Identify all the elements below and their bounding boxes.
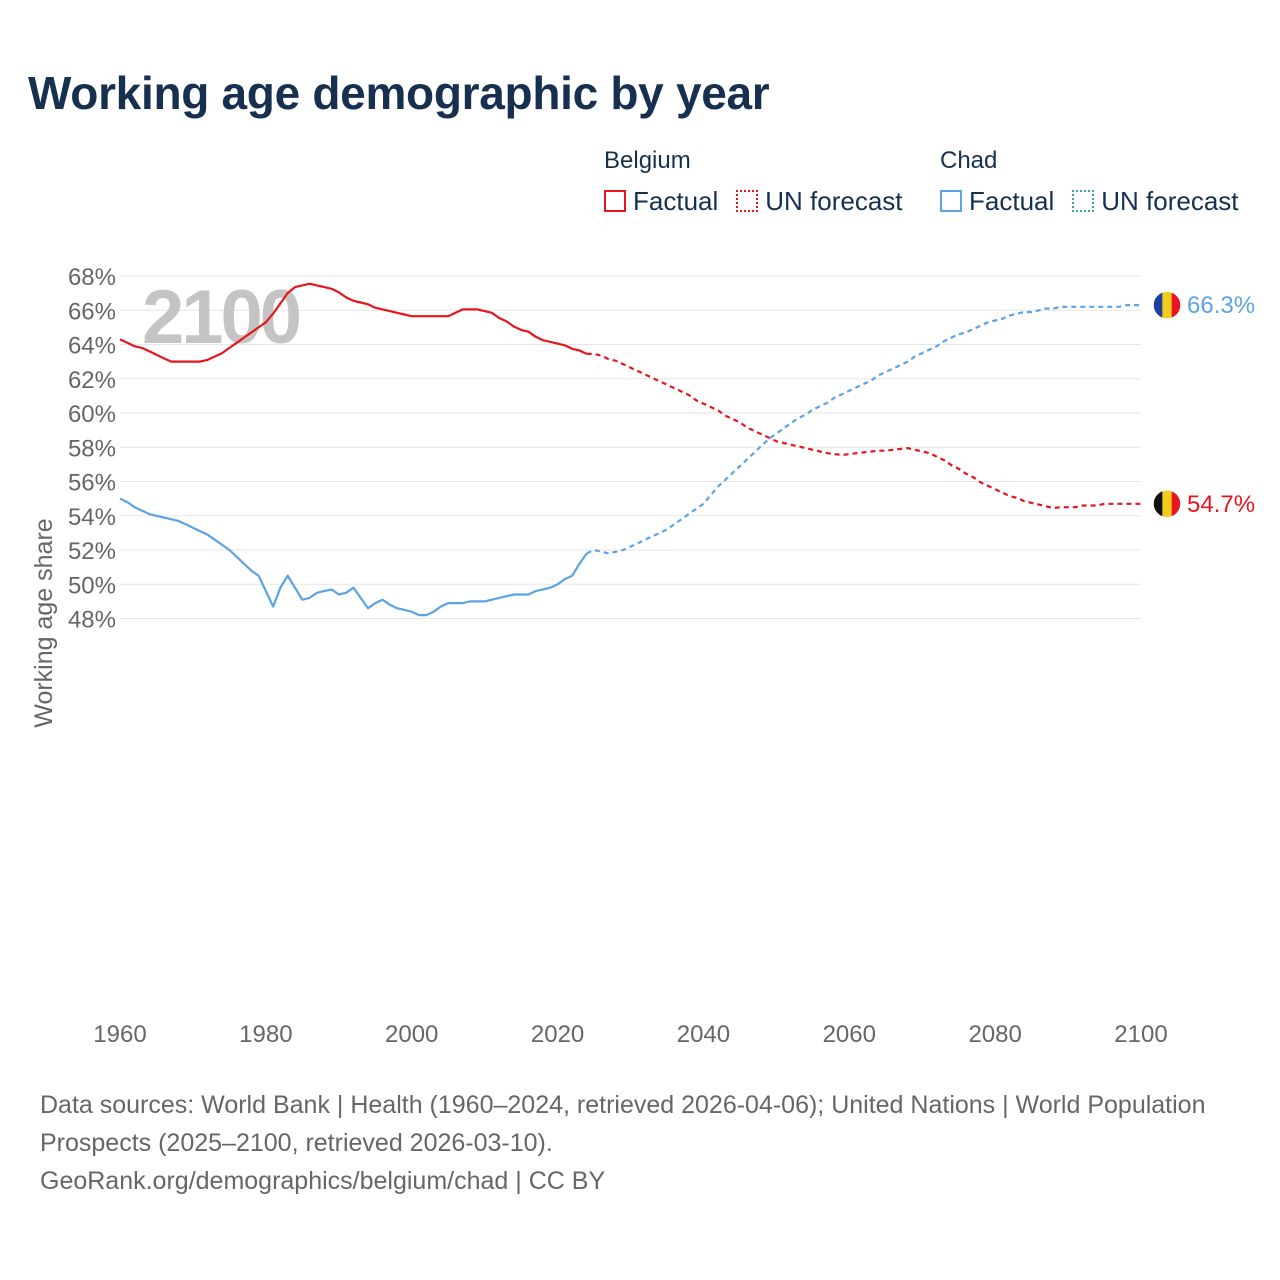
x-tick-label: 1980 [239, 1021, 292, 1048]
end-markers: 54.7% 66.3% [1152, 290, 1255, 519]
y-axis-ticks: 48% 50% 52% 54% 56% 58% 60% 62% 64% 66% 68% [68, 264, 116, 634]
y-tick-label: 48% [68, 607, 116, 634]
y-tick-label: 66% [68, 298, 116, 325]
legend-swatch-solid [604, 190, 626, 212]
y-axis-label: Working age share [30, 518, 58, 727]
legend-item-chad-factual[interactable]: Factual [940, 186, 1054, 216]
legend-item-belgium-forecast[interactable]: UN forecast [736, 186, 903, 216]
chart-title: Working age demographic by year [28, 67, 770, 119]
legend-group-chad: Chad Factual UN forecast [940, 146, 1239, 216]
belgium-forecast-line [586, 352, 1141, 510]
y-tick-label: 60% [68, 401, 116, 428]
x-tick-label: 2020 [531, 1021, 584, 1048]
y-tick-label: 64% [68, 333, 116, 360]
legend-label: Factual [633, 186, 719, 216]
belgium-end-label: 54.7% [1187, 491, 1255, 518]
belgium-flag-icon [1153, 489, 1181, 518]
y-tick-label: 52% [68, 538, 116, 565]
chad-flag-ring [1152, 290, 1182, 320]
legend-swatch-dotted [1072, 190, 1095, 212]
x-tick-label: 2100 [1114, 1021, 1167, 1048]
chad-flag-icon [1153, 291, 1181, 320]
year-watermark: 2100 [142, 275, 300, 360]
legend-swatch-dotted [736, 190, 759, 212]
y-tick-label: 68% [68, 264, 116, 291]
line-chart: 48%50%52%54%56%58%60%62%64%66%68% 1960 19… [30, 264, 1255, 1048]
legend-swatch-solid [940, 190, 962, 212]
chad-forecast-line [586, 304, 1141, 555]
gridlines [120, 275, 1141, 619]
y-tick-label: 62% [68, 367, 116, 394]
x-axis-ticks: 1960 1980 2000 2020 2040 2060 2080 2100 [93, 1021, 1167, 1048]
legend-group-belgium: Belgium Factual UN forecast [604, 146, 903, 216]
y-tick-label: 50% [68, 572, 116, 599]
x-tick-label: 2080 [968, 1021, 1021, 1048]
legend-item-chad-forecast[interactable]: UN forecast [1072, 186, 1239, 216]
x-tick-label: 2060 [823, 1021, 876, 1048]
x-tick-label: 1960 [93, 1021, 146, 1048]
legend-item-belgium-factual[interactable]: Factual [604, 186, 718, 216]
legend-group-title: Chad [940, 147, 998, 174]
belgium-flag-ring [1152, 489, 1182, 519]
legend-label: UN forecast [1101, 186, 1239, 216]
belgium-factual-line [119, 282, 588, 363]
legend-label: UN forecast [765, 186, 903, 216]
y-tick-label: 54% [68, 504, 116, 531]
chad-factual-line [119, 497, 588, 617]
data-sources: Data sources: World Bank | Health (1960–… [40, 1091, 1206, 1157]
legend-label: Factual [969, 186, 1055, 216]
source-url: GeoRank.org/demographics/belgium/chad | … [40, 1167, 606, 1195]
y-tick-label: 56% [68, 470, 116, 497]
y-tick-label: 58% [68, 435, 116, 462]
footer-note: Data sources: World Bank | Health (1960–… [40, 1086, 1250, 1200]
legend-group-title: Belgium [604, 147, 691, 174]
series-lines [119, 282, 1141, 617]
x-tick-label: 2000 [385, 1021, 438, 1048]
chad-end-label: 66.3% [1187, 292, 1255, 319]
x-tick-label: 2040 [677, 1021, 730, 1048]
